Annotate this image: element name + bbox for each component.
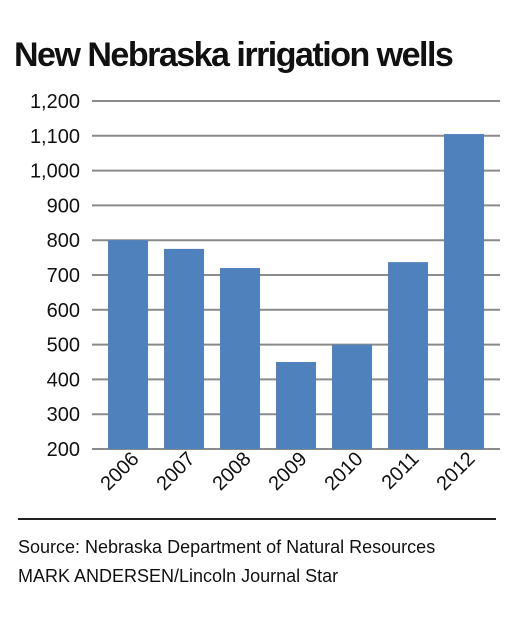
bar-2012 xyxy=(444,134,484,449)
bars xyxy=(108,134,484,449)
y-tick-label: 700 xyxy=(47,265,80,287)
y-tick-label: 900 xyxy=(47,195,80,217)
y-axis-tick-labels: 200 300 400 500 600 700 800 900 1,000 1,100 1,200 xyxy=(30,91,80,461)
y-tick-label: 400 xyxy=(47,369,80,391)
source-note: Source: Nebraska Department of Natural R… xyxy=(18,537,436,557)
y-tick-label: 1,100 xyxy=(30,126,80,148)
x-tick-label: 2010 xyxy=(321,448,368,495)
y-tick-label: 600 xyxy=(47,300,80,322)
bar-2011 xyxy=(388,262,428,449)
y-tick-label: 200 xyxy=(47,439,80,461)
bar-2010 xyxy=(332,344,372,449)
bar-chart: 2003004005006007008009001,0001,1001,200 … xyxy=(30,91,500,495)
y-tick-label: 300 xyxy=(47,404,80,426)
x-tick-label: 2011 xyxy=(378,448,424,494)
y-tick-label: 800 xyxy=(47,230,80,252)
y-tick-label: 1,000 xyxy=(30,161,80,183)
x-tick-label: 2009 xyxy=(265,448,312,495)
bar-2009 xyxy=(276,362,316,449)
x-tick-label: 2007 xyxy=(153,448,200,495)
bar-2006 xyxy=(108,240,148,449)
x-tick-label: 2012 xyxy=(433,448,480,495)
bar-2007 xyxy=(164,248,204,449)
y-tick-label: 1,200 xyxy=(30,91,80,113)
byline: MARK ANDERSEN/Lincoln Journal Star xyxy=(18,566,339,586)
bar-2008 xyxy=(220,268,260,449)
footer-divider xyxy=(18,518,496,520)
y-tick-label: 500 xyxy=(47,335,80,357)
x-axis-tick-labels: 2006 2007 2008 2009 2010 2011 2012 xyxy=(97,448,480,495)
x-tick-label: 2006 xyxy=(97,448,144,495)
x-tick-label: 2008 xyxy=(209,448,256,495)
chart-title: New Nebraska irrigation wells xyxy=(14,36,454,74)
